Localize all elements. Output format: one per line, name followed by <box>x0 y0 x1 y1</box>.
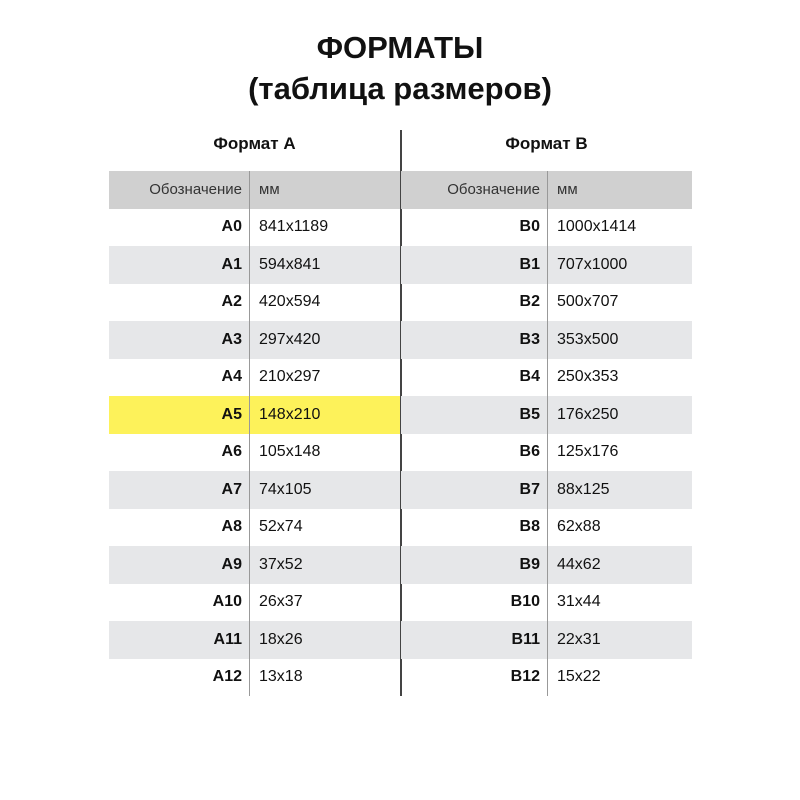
table-row: B11 22x31 <box>401 621 692 659</box>
table-row: B12 15x22 <box>401 658 692 696</box>
format-size: 74x105 <box>249 471 312 509</box>
format-code: A6 <box>221 443 242 461</box>
format-size: 353x500 <box>547 321 618 359</box>
col-size-header: мм <box>547 171 578 209</box>
table-header: Обозначение мм <box>109 171 400 209</box>
table-row: B4 250x353 <box>401 358 692 396</box>
table-row: A11 18x26 <box>109 621 400 659</box>
format-size: 18x26 <box>249 621 303 659</box>
format-size: 250x353 <box>547 358 618 396</box>
table-row: A8 52x74 <box>109 508 400 546</box>
table-row: A2 420x594 <box>109 283 400 321</box>
format-size: 420x594 <box>249 283 320 321</box>
format-code: B7 <box>519 480 540 498</box>
format-size: 105x148 <box>249 433 320 471</box>
format-code: A5 <box>221 405 242 423</box>
table-row: A0 841x1189 <box>109 208 400 246</box>
table-row: B5 176x250 <box>401 396 692 434</box>
format-b-heading: Формат В <box>505 134 588 153</box>
format-code: A3 <box>221 330 242 348</box>
format-size: 37x52 <box>249 546 303 584</box>
format-code: B3 <box>519 330 540 348</box>
table-header: Обозначение мм <box>401 171 692 209</box>
format-size: 297x420 <box>249 321 320 359</box>
format-code: A1 <box>221 255 242 273</box>
col-size-header: мм <box>249 171 280 209</box>
table-row: B3 353x500 <box>401 321 692 359</box>
table-row: B1 707x1000 <box>401 246 692 284</box>
format-code: B10 <box>510 593 540 611</box>
page-title: ФОРМАТЫ <box>316 30 484 65</box>
table-row: A1 594x841 <box>109 246 400 284</box>
format-size: 148x210 <box>249 396 320 434</box>
format-code: A12 <box>212 668 242 686</box>
format-size: 1000x1414 <box>547 208 636 246</box>
format-code: B5 <box>519 405 540 423</box>
format-code: A7 <box>221 480 242 498</box>
format-code: B0 <box>519 218 540 236</box>
format-code: B4 <box>519 368 540 386</box>
format-code: A0 <box>221 218 242 236</box>
table-row: A3 297x420 <box>109 321 400 359</box>
format-code: A9 <box>221 555 242 573</box>
table-row: B0 1000x1414 <box>401 208 692 246</box>
format-code: B9 <box>519 555 540 573</box>
format-size: 88x125 <box>547 471 610 509</box>
format-a-heading: Формат А <box>213 134 296 153</box>
format-a-table: Обозначение мм A0 841x1189 A1 594x841 A2 420x… <box>109 171 400 696</box>
format-code: B1 <box>519 255 540 273</box>
format-code: B12 <box>510 668 540 686</box>
format-size: 707x1000 <box>547 246 627 284</box>
table-row: B6 125x176 <box>401 433 692 471</box>
table-row: A9 37x52 <box>109 546 400 584</box>
format-size: 44x62 <box>547 546 601 584</box>
col-code-header: Обозначение <box>149 181 242 199</box>
format-code: A8 <box>221 518 242 536</box>
format-code: B2 <box>519 293 540 311</box>
format-code: A4 <box>221 368 242 386</box>
table-row: A4 210x297 <box>109 358 400 396</box>
format-size: 15x22 <box>547 658 601 696</box>
format-code: A2 <box>221 293 242 311</box>
format-size: 13x18 <box>249 658 303 696</box>
table-row: B10 31x44 <box>401 583 692 621</box>
format-size: 31x44 <box>547 583 601 621</box>
format-size: 176x250 <box>547 396 618 434</box>
page-subtitle: (таблица размеров) <box>248 71 552 106</box>
col-code-header: Обозначение <box>447 181 540 199</box>
format-code: B8 <box>519 518 540 536</box>
table-row: B8 62x88 <box>401 508 692 546</box>
format-size: 841x1189 <box>249 208 328 246</box>
format-b-table: Обозначение мм B0 1000x1414 B1 707x1000 B2 50… <box>401 171 692 696</box>
format-size: 594x841 <box>249 246 320 284</box>
table-row: A5 148x210 <box>109 396 400 434</box>
format-size: 62x88 <box>547 508 601 546</box>
format-size: 22x31 <box>547 621 601 659</box>
format-size: 26x37 <box>249 583 303 621</box>
format-size: 52x74 <box>249 508 303 546</box>
table-row: B7 88x125 <box>401 471 692 509</box>
format-size: 500x707 <box>547 283 618 321</box>
format-code: B11 <box>511 630 540 648</box>
format-size: 125x176 <box>547 433 618 471</box>
format-code: B6 <box>519 443 540 461</box>
table-row: A10 26x37 <box>109 583 400 621</box>
format-size: 210x297 <box>249 358 320 396</box>
table-row: A6 105x148 <box>109 433 400 471</box>
table-row: B2 500x707 <box>401 283 692 321</box>
table-row: A7 74x105 <box>109 471 400 509</box>
table-row: A12 13x18 <box>109 658 400 696</box>
format-code: A11 <box>213 630 242 648</box>
table-row: B9 44x62 <box>401 546 692 584</box>
format-code: A10 <box>212 593 242 611</box>
